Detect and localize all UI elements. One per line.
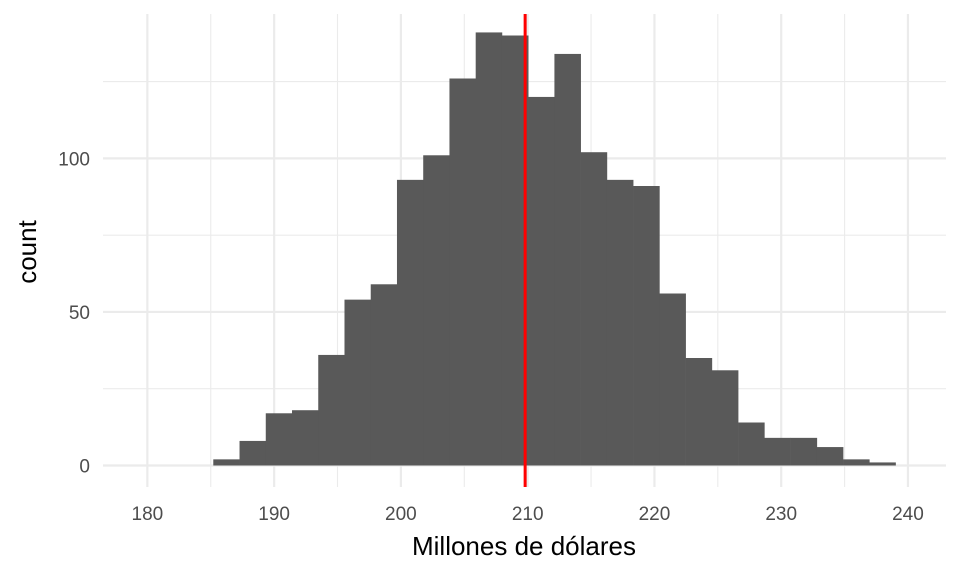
histogram-bar — [790, 437, 818, 466]
x-tick-label: 230 — [765, 504, 797, 525]
histogram-bar — [318, 354, 345, 466]
histogram-bar — [449, 78, 476, 466]
bars — [213, 32, 896, 466]
x-axis-label: Millones de dólares — [412, 531, 636, 561]
histogram-bar — [344, 299, 372, 466]
histogram-bar — [816, 447, 844, 466]
histogram-bar — [633, 186, 660, 466]
histogram-bar — [738, 422, 765, 466]
histogram-bar — [685, 358, 713, 466]
x-tick-label: 200 — [385, 504, 417, 525]
y-axis-label: count — [12, 219, 42, 283]
x-tick-label: 220 — [639, 504, 671, 525]
histogram-bar — [606, 179, 634, 466]
histogram-bar — [843, 459, 870, 466]
histogram-bar — [265, 413, 293, 466]
x-tick-label: 210 — [512, 504, 544, 525]
histogram-bar — [292, 410, 319, 466]
histogram-bar — [659, 293, 686, 466]
x-tick-label: 190 — [258, 504, 290, 525]
y-tick-label: 100 — [58, 149, 90, 170]
histogram-bar — [213, 459, 240, 466]
histogram-bar — [554, 53, 581, 466]
y-tick-label: 50 — [69, 303, 90, 324]
histogram-bar — [370, 284, 398, 466]
x-tick-label: 180 — [132, 504, 164, 525]
histogram-bar — [764, 437, 791, 466]
histogram-bar — [711, 370, 739, 466]
x-axis-ticks: 180 190 200 210 220 230 240 — [132, 504, 924, 525]
histogram-bar — [239, 440, 267, 466]
y-tick-label: 0 — [79, 457, 90, 478]
histogram-bar — [580, 152, 608, 466]
histogram-bar — [423, 155, 450, 466]
y-axis-ticks: 0 50 100 — [58, 149, 90, 477]
histogram-bar — [528, 96, 555, 466]
histogram-bar — [396, 179, 424, 466]
x-tick-label: 240 — [892, 504, 924, 525]
histogram-bar — [475, 32, 503, 466]
histogram-bar — [869, 462, 896, 466]
